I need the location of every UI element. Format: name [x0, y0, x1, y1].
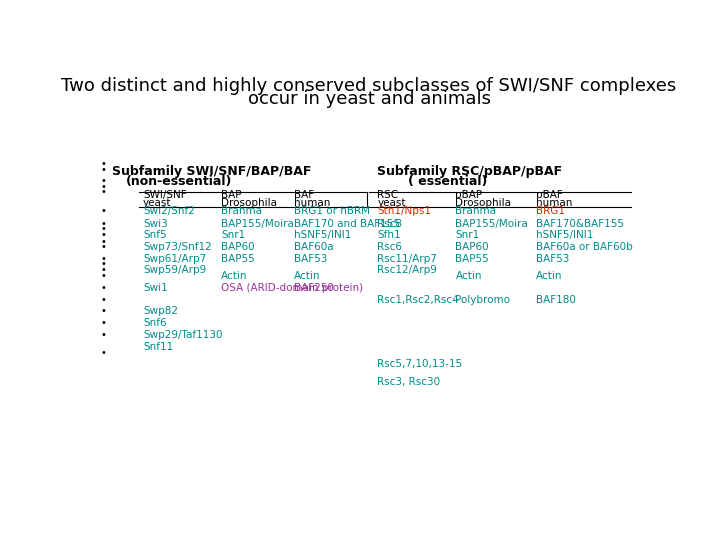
Text: Swi2/Snf2: Swi2/Snf2 [143, 206, 195, 216]
Text: SWI/SNF: SWI/SNF [143, 190, 186, 199]
Text: Snf11: Snf11 [143, 342, 174, 352]
Text: •: • [100, 237, 106, 247]
Text: •: • [100, 295, 106, 305]
Text: RSC: RSC [377, 190, 398, 199]
Text: •: • [100, 230, 106, 240]
Text: •: • [100, 225, 106, 234]
Text: ( essential): ( essential) [408, 175, 487, 188]
Text: BAP60: BAP60 [456, 242, 489, 252]
Text: •: • [100, 254, 106, 264]
Text: Actin: Actin [294, 272, 320, 281]
Text: •: • [100, 283, 106, 293]
Text: •: • [100, 265, 106, 275]
Text: BAF53: BAF53 [294, 254, 327, 264]
Text: Rsc12/Arp9: Rsc12/Arp9 [377, 265, 437, 275]
Text: BAP: BAP [221, 190, 242, 199]
Text: Snr1: Snr1 [221, 230, 246, 240]
Text: •: • [100, 187, 106, 198]
Text: •: • [100, 219, 106, 228]
Text: •: • [100, 242, 106, 252]
Text: Swi3: Swi3 [143, 219, 168, 228]
Text: •: • [100, 159, 106, 169]
Text: Actin: Actin [536, 272, 563, 281]
Text: BAF: BAF [294, 190, 314, 199]
Text: •: • [100, 272, 106, 281]
Text: Swp73/Snf12: Swp73/Snf12 [143, 242, 212, 252]
Text: occur in yeast and animals: occur in yeast and animals [248, 90, 490, 108]
Text: Drosophila: Drosophila [456, 198, 511, 208]
Text: Drosophila: Drosophila [221, 198, 277, 208]
Text: Brahma: Brahma [456, 206, 497, 216]
Text: Two distinct and highly conserved subclasses of SWI/SNF complexes: Two distinct and highly conserved subcla… [61, 77, 677, 95]
Text: Actin: Actin [456, 272, 482, 281]
Text: pBAF: pBAF [536, 190, 563, 199]
Text: Rsc3, Rsc30: Rsc3, Rsc30 [377, 376, 441, 387]
Text: BAF170 and BAF155: BAF170 and BAF155 [294, 219, 400, 228]
Text: •: • [100, 181, 106, 192]
Text: human: human [294, 198, 330, 208]
Text: BRG1: BRG1 [536, 206, 565, 216]
Text: •: • [100, 306, 106, 316]
Text: Rsc11/Arp7: Rsc11/Arp7 [377, 254, 437, 264]
Text: pBAP: pBAP [456, 190, 482, 199]
Text: Subfamily SWI/SNF/BAP/BAF: Subfamily SWI/SNF/BAP/BAF [112, 165, 312, 178]
Text: Rsc8: Rsc8 [377, 219, 402, 228]
Text: •: • [100, 176, 106, 186]
Text: Swp61/Arp7: Swp61/Arp7 [143, 254, 206, 264]
Text: BAF180: BAF180 [536, 295, 576, 305]
Text: Swp59/Arp9: Swp59/Arp9 [143, 265, 206, 275]
Text: human: human [536, 198, 573, 208]
Text: Sth1/Nps1: Sth1/Nps1 [377, 206, 431, 216]
Text: •: • [100, 330, 106, 340]
Text: BRG1 or hBRM: BRG1 or hBRM [294, 206, 369, 216]
Text: Actin: Actin [221, 272, 248, 281]
Text: Snf6: Snf6 [143, 318, 166, 328]
Text: Sfh1: Sfh1 [377, 230, 401, 240]
Text: (non-essential): (non-essential) [126, 175, 233, 188]
Text: BAP155/Moira: BAP155/Moira [456, 219, 528, 228]
Text: •: • [100, 318, 106, 328]
Text: Swi1: Swi1 [143, 283, 168, 293]
Text: •: • [100, 206, 106, 216]
Text: Snf5: Snf5 [143, 230, 166, 240]
Text: BAP60: BAP60 [221, 242, 255, 252]
Text: BAF250: BAF250 [294, 283, 333, 293]
Text: BAF170&BAF155: BAF170&BAF155 [536, 219, 624, 228]
Text: •: • [100, 259, 106, 269]
Text: Brahma: Brahma [221, 206, 262, 216]
Text: Swp82: Swp82 [143, 306, 178, 316]
Text: BAP55: BAP55 [221, 254, 255, 264]
Text: yeast: yeast [143, 198, 171, 208]
Text: Rsc1,Rsc2,Rsc4: Rsc1,Rsc2,Rsc4 [377, 295, 459, 305]
Text: yeast: yeast [377, 198, 406, 208]
Text: Subfamily RSC/pBAP/pBAF: Subfamily RSC/pBAP/pBAF [377, 165, 562, 178]
Text: hSNF5/INI1: hSNF5/INI1 [536, 230, 594, 240]
Text: •: • [100, 348, 106, 357]
Text: BAF60a or BAF60b: BAF60a or BAF60b [536, 242, 633, 252]
Text: Swp29/Taf1130: Swp29/Taf1130 [143, 330, 222, 340]
Text: BAF53: BAF53 [536, 254, 570, 264]
Text: hSNF5/INI1: hSNF5/INI1 [294, 230, 351, 240]
Text: BAP55: BAP55 [456, 254, 490, 264]
Text: Rsc5,7,10,13-15: Rsc5,7,10,13-15 [377, 359, 462, 369]
Text: BAF60a: BAF60a [294, 242, 333, 252]
Text: OSA (ARID-domain protein): OSA (ARID-domain protein) [221, 283, 364, 293]
Text: Snr1: Snr1 [456, 230, 480, 240]
Text: •: • [100, 165, 106, 174]
Text: Rsc6: Rsc6 [377, 242, 402, 252]
Text: Polybromo: Polybromo [456, 295, 510, 305]
Text: BAP155/Moira: BAP155/Moira [221, 219, 294, 228]
